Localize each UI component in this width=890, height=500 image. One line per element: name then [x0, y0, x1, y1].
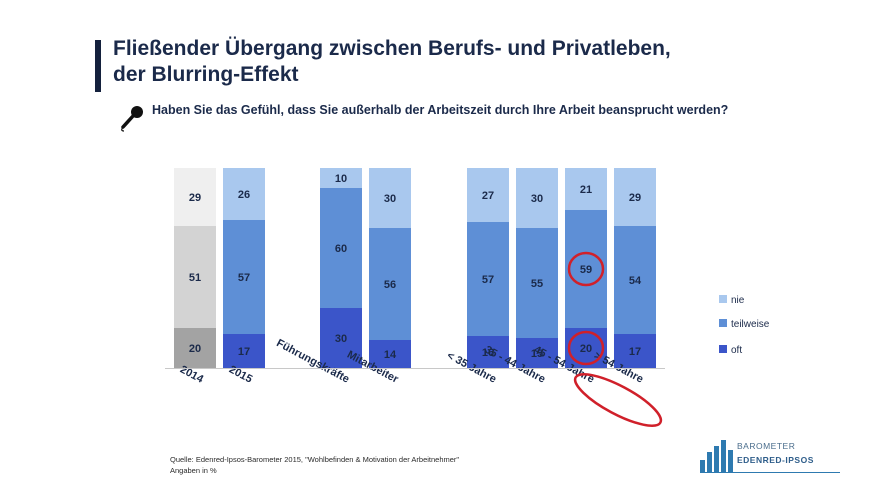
bar-teilweise-35-jahre	[467, 222, 509, 336]
page-title: Fließender Übergang zwischen Berufs- und…	[113, 36, 671, 88]
title-line-1: Fließender Übergang zwischen Berufs- und…	[113, 37, 671, 60]
bar-oft-54-jahre	[614, 334, 656, 368]
data-label-oft-35-jahre: 16	[482, 347, 494, 359]
data-label-nie-45-54-jahre: 21	[580, 184, 592, 196]
bar-teilweise-mitarbeiter	[369, 228, 411, 340]
data-label-teilweise-mitarbeiter: 56	[384, 279, 396, 291]
bar-nie-35-jahre	[467, 168, 509, 222]
data-label-oft-führungskräfte: 30	[335, 333, 347, 345]
logo-line-2: EDENRED-IPSOS	[737, 455, 814, 465]
microphone-icon	[121, 106, 143, 132]
survey-question: Haben Sie das Gefühl, dass Sie außerhalb…	[152, 103, 729, 117]
bar-teilweise-54-jahre	[614, 226, 656, 334]
source-note: Quelle: Edenred-Ipsos-Barometer 2015, "W…	[170, 454, 459, 476]
data-label-teilweise-54-jahre: 54	[629, 275, 642, 287]
legend-label-oft: oft	[731, 345, 742, 356]
data-label-teilweise-2014: 51	[189, 272, 201, 284]
bar-nie-45-54-jahre	[565, 168, 607, 210]
data-label-nie-führungskräfte: 10	[335, 173, 347, 185]
title-accent-bar	[95, 40, 101, 92]
bar-oft-45-54-jahre	[565, 328, 607, 368]
logo-line-1: BAROMETER	[737, 441, 796, 451]
data-label-nie-35-44-jahre: 30	[531, 193, 543, 205]
title-line-2: der Blurring-Effekt	[113, 63, 299, 86]
bar-oft-mitarbeiter	[369, 340, 411, 368]
bar-teilweise-45-54-jahre	[565, 210, 607, 328]
data-label-oft-35-44-jahre: 15	[531, 348, 543, 360]
bar-oft-35-jahre	[467, 336, 509, 368]
data-label-oft-2015: 17	[238, 346, 250, 358]
legend-swatch-teilweise	[719, 319, 727, 327]
bar-nie-mitarbeiter	[369, 168, 411, 228]
data-label-teilweise-35-jahre: 57	[482, 274, 494, 286]
bar-nie-führungskräfte	[320, 168, 362, 188]
legend-swatch-nie	[719, 295, 727, 303]
data-label-nie-mitarbeiter: 30	[384, 193, 396, 205]
highlight-circle-oft	[567, 330, 605, 366]
data-label-oft-45-54-jahre: 20	[580, 343, 592, 355]
bar-teilweise-2014	[174, 226, 216, 328]
data-label-nie-2014: 29	[189, 192, 201, 204]
legend-label-teilweise: teilweise	[731, 319, 770, 330]
bar-oft-35-44-jahre	[516, 338, 558, 368]
data-label-nie-54-jahre: 29	[629, 192, 641, 204]
data-label-nie-35-jahre: 27	[482, 190, 494, 202]
bar-teilweise-2015	[223, 220, 265, 334]
data-label-teilweise-führungskräfte: 60	[335, 243, 347, 255]
unit-note: Angaben in %	[170, 466, 217, 475]
data-label-nie-2015: 26	[238, 189, 250, 201]
data-label-oft-54-jahre: 17	[629, 346, 641, 358]
legend-swatch-oft	[719, 345, 727, 353]
data-label-oft-mitarbeiter: 14	[384, 349, 397, 361]
highlight-circle-teilweise	[567, 251, 605, 287]
source-line: Quelle: Edenred-Ipsos-Barometer 2015, "W…	[170, 455, 460, 464]
data-label-teilweise-35-44-jahre: 55	[531, 278, 543, 290]
data-label-oft-2014: 20	[189, 343, 201, 355]
bar-nie-2015	[223, 168, 265, 220]
bar-teilweise-führungskräfte	[320, 188, 362, 308]
bar-oft-führungskräfte	[320, 308, 362, 368]
barometer-logo-icon	[700, 440, 840, 473]
legend-label-nie: nie	[731, 295, 745, 306]
data-label-teilweise-45-54-jahre: 59	[580, 264, 592, 276]
data-label-teilweise-2015: 57	[238, 272, 250, 284]
bar-nie-2014	[174, 168, 216, 226]
bar-oft-2015	[223, 334, 265, 368]
bar-nie-35-44-jahre	[516, 168, 558, 228]
bar-nie-54-jahre	[614, 168, 656, 226]
highlight-ellipse-label	[573, 373, 663, 427]
bar-teilweise-35-44-jahre	[516, 228, 558, 338]
bar-oft-2014	[174, 328, 216, 368]
